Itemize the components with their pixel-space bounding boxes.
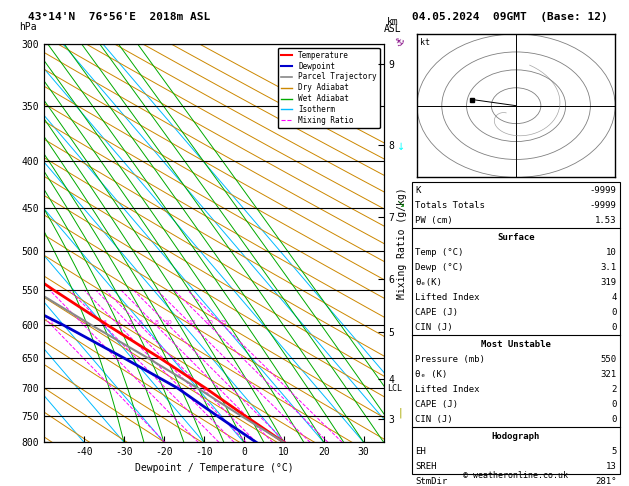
Legend: Temperature, Dewpoint, Parcel Trajectory, Dry Adiabat, Wet Adiabat, Isotherm, Mi: Temperature, Dewpoint, Parcel Trajectory… [277,48,380,128]
Text: Surface: Surface [497,233,535,242]
Text: 1: 1 [50,320,53,325]
Text: 10: 10 [165,320,172,325]
Text: Most Unstable: Most Unstable [481,340,551,349]
Text: 5: 5 [128,320,133,325]
Text: 0: 0 [611,400,616,409]
Text: StmDir: StmDir [415,477,447,486]
Text: Pressure (mb): Pressure (mb) [415,355,485,364]
Text: kt: kt [420,37,430,47]
Text: Temp (°C): Temp (°C) [415,248,464,257]
Text: PW (cm): PW (cm) [415,216,453,226]
Text: 15: 15 [188,320,196,325]
Text: 43°14'N  76°56'E  2018m ASL: 43°14'N 76°56'E 2018m ASL [28,12,211,22]
Text: 3.1: 3.1 [600,263,616,272]
Text: LCL: LCL [387,383,402,393]
Text: -9999: -9999 [589,201,616,210]
Text: K: K [415,186,421,195]
X-axis label: Dewpoint / Temperature (°C): Dewpoint / Temperature (°C) [135,463,293,473]
Text: CIN (J): CIN (J) [415,415,453,424]
Text: Lifted Index: Lifted Index [415,385,480,394]
Text: 04.05.2024  09GMT  (Base: 12): 04.05.2024 09GMT (Base: 12) [412,12,608,22]
Text: 4: 4 [117,320,121,325]
Text: 6: 6 [138,320,142,325]
Text: 1.53: 1.53 [595,216,616,226]
Text: Totals Totals: Totals Totals [415,201,485,210]
Text: km: km [387,17,399,27]
Text: 550: 550 [600,355,616,364]
Text: 13: 13 [606,462,616,471]
Text: EH: EH [415,447,426,456]
Text: θₑ(K): θₑ(K) [415,278,442,287]
Y-axis label: Mixing Ratio (g/kg): Mixing Ratio (g/kg) [397,187,407,299]
Text: 25: 25 [220,320,227,325]
Text: ⚓: ⚓ [394,34,408,49]
Text: 0: 0 [611,415,616,424]
Text: SREH: SREH [415,462,437,471]
Text: -9999: -9999 [589,186,616,195]
Text: Lifted Index: Lifted Index [415,293,480,302]
Text: CIN (J): CIN (J) [415,323,453,332]
Text: 321: 321 [600,370,616,379]
Text: 0: 0 [611,323,616,332]
Text: 4: 4 [611,293,616,302]
Text: 2: 2 [82,320,86,325]
Text: © weatheronline.co.uk: © weatheronline.co.uk [464,471,568,480]
Text: 3: 3 [102,320,106,325]
Text: 0: 0 [611,308,616,317]
Text: |: | [399,408,403,418]
Text: 2: 2 [611,385,616,394]
Text: θₑ (K): θₑ (K) [415,370,447,379]
Text: 5: 5 [611,447,616,456]
Text: CAPE (J): CAPE (J) [415,308,458,317]
Text: 8: 8 [154,320,158,325]
Text: ASL: ASL [384,24,402,34]
Text: hPa: hPa [19,21,37,32]
Text: 20: 20 [206,320,213,325]
Text: Hodograph: Hodograph [492,432,540,441]
Text: 10: 10 [606,248,616,257]
Text: ↘: ↘ [397,199,404,209]
Text: CAPE (J): CAPE (J) [415,400,458,409]
Text: ↓: ↓ [397,142,404,152]
Text: Dewp (°C): Dewp (°C) [415,263,464,272]
Text: 319: 319 [600,278,616,287]
Text: 281°: 281° [595,477,616,486]
